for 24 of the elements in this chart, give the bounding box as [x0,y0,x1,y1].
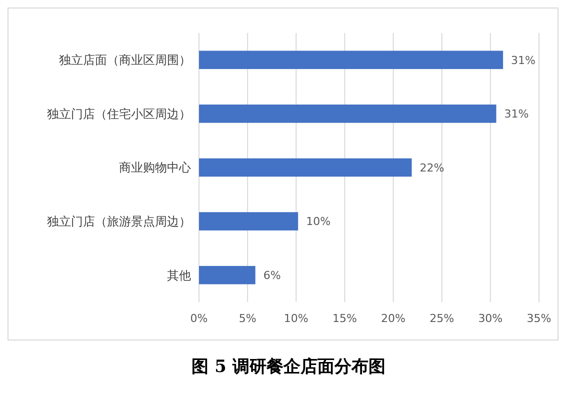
x-tick-label: 20% [381,312,406,325]
bar [199,50,504,70]
bar [199,104,496,123]
x-tick-label: 0% [190,312,208,325]
x-tick-label: 5% [238,312,256,325]
y-tick-label: 其他 [167,268,191,282]
bar [199,212,298,230]
x-tick-label: 35% [526,312,552,325]
bar [199,266,256,284]
y-tick-label: 独立门店（旅游景点周边） [47,214,191,228]
x-tick-label: 25% [430,312,454,325]
data-label: 6% [263,268,281,282]
bar [199,158,412,177]
x-tick-label: 15% [332,312,357,325]
x-tick-label: 10% [284,312,308,325]
text: 图 5 调研餐企店面分布图 [192,357,386,377]
data-label: 31% [511,54,536,67]
y-tick-label: 独立门店（住宅小区周边） [47,106,191,121]
data-label: 31% [504,108,529,121]
data-label: 10% [306,215,331,228]
y-tick-label: 商业购物中心 [119,160,191,175]
y-tick-label: 独立店面（商业区周围） [59,53,191,68]
x-tick-label: 30% [478,312,503,325]
data-label: 22% [420,161,444,174]
